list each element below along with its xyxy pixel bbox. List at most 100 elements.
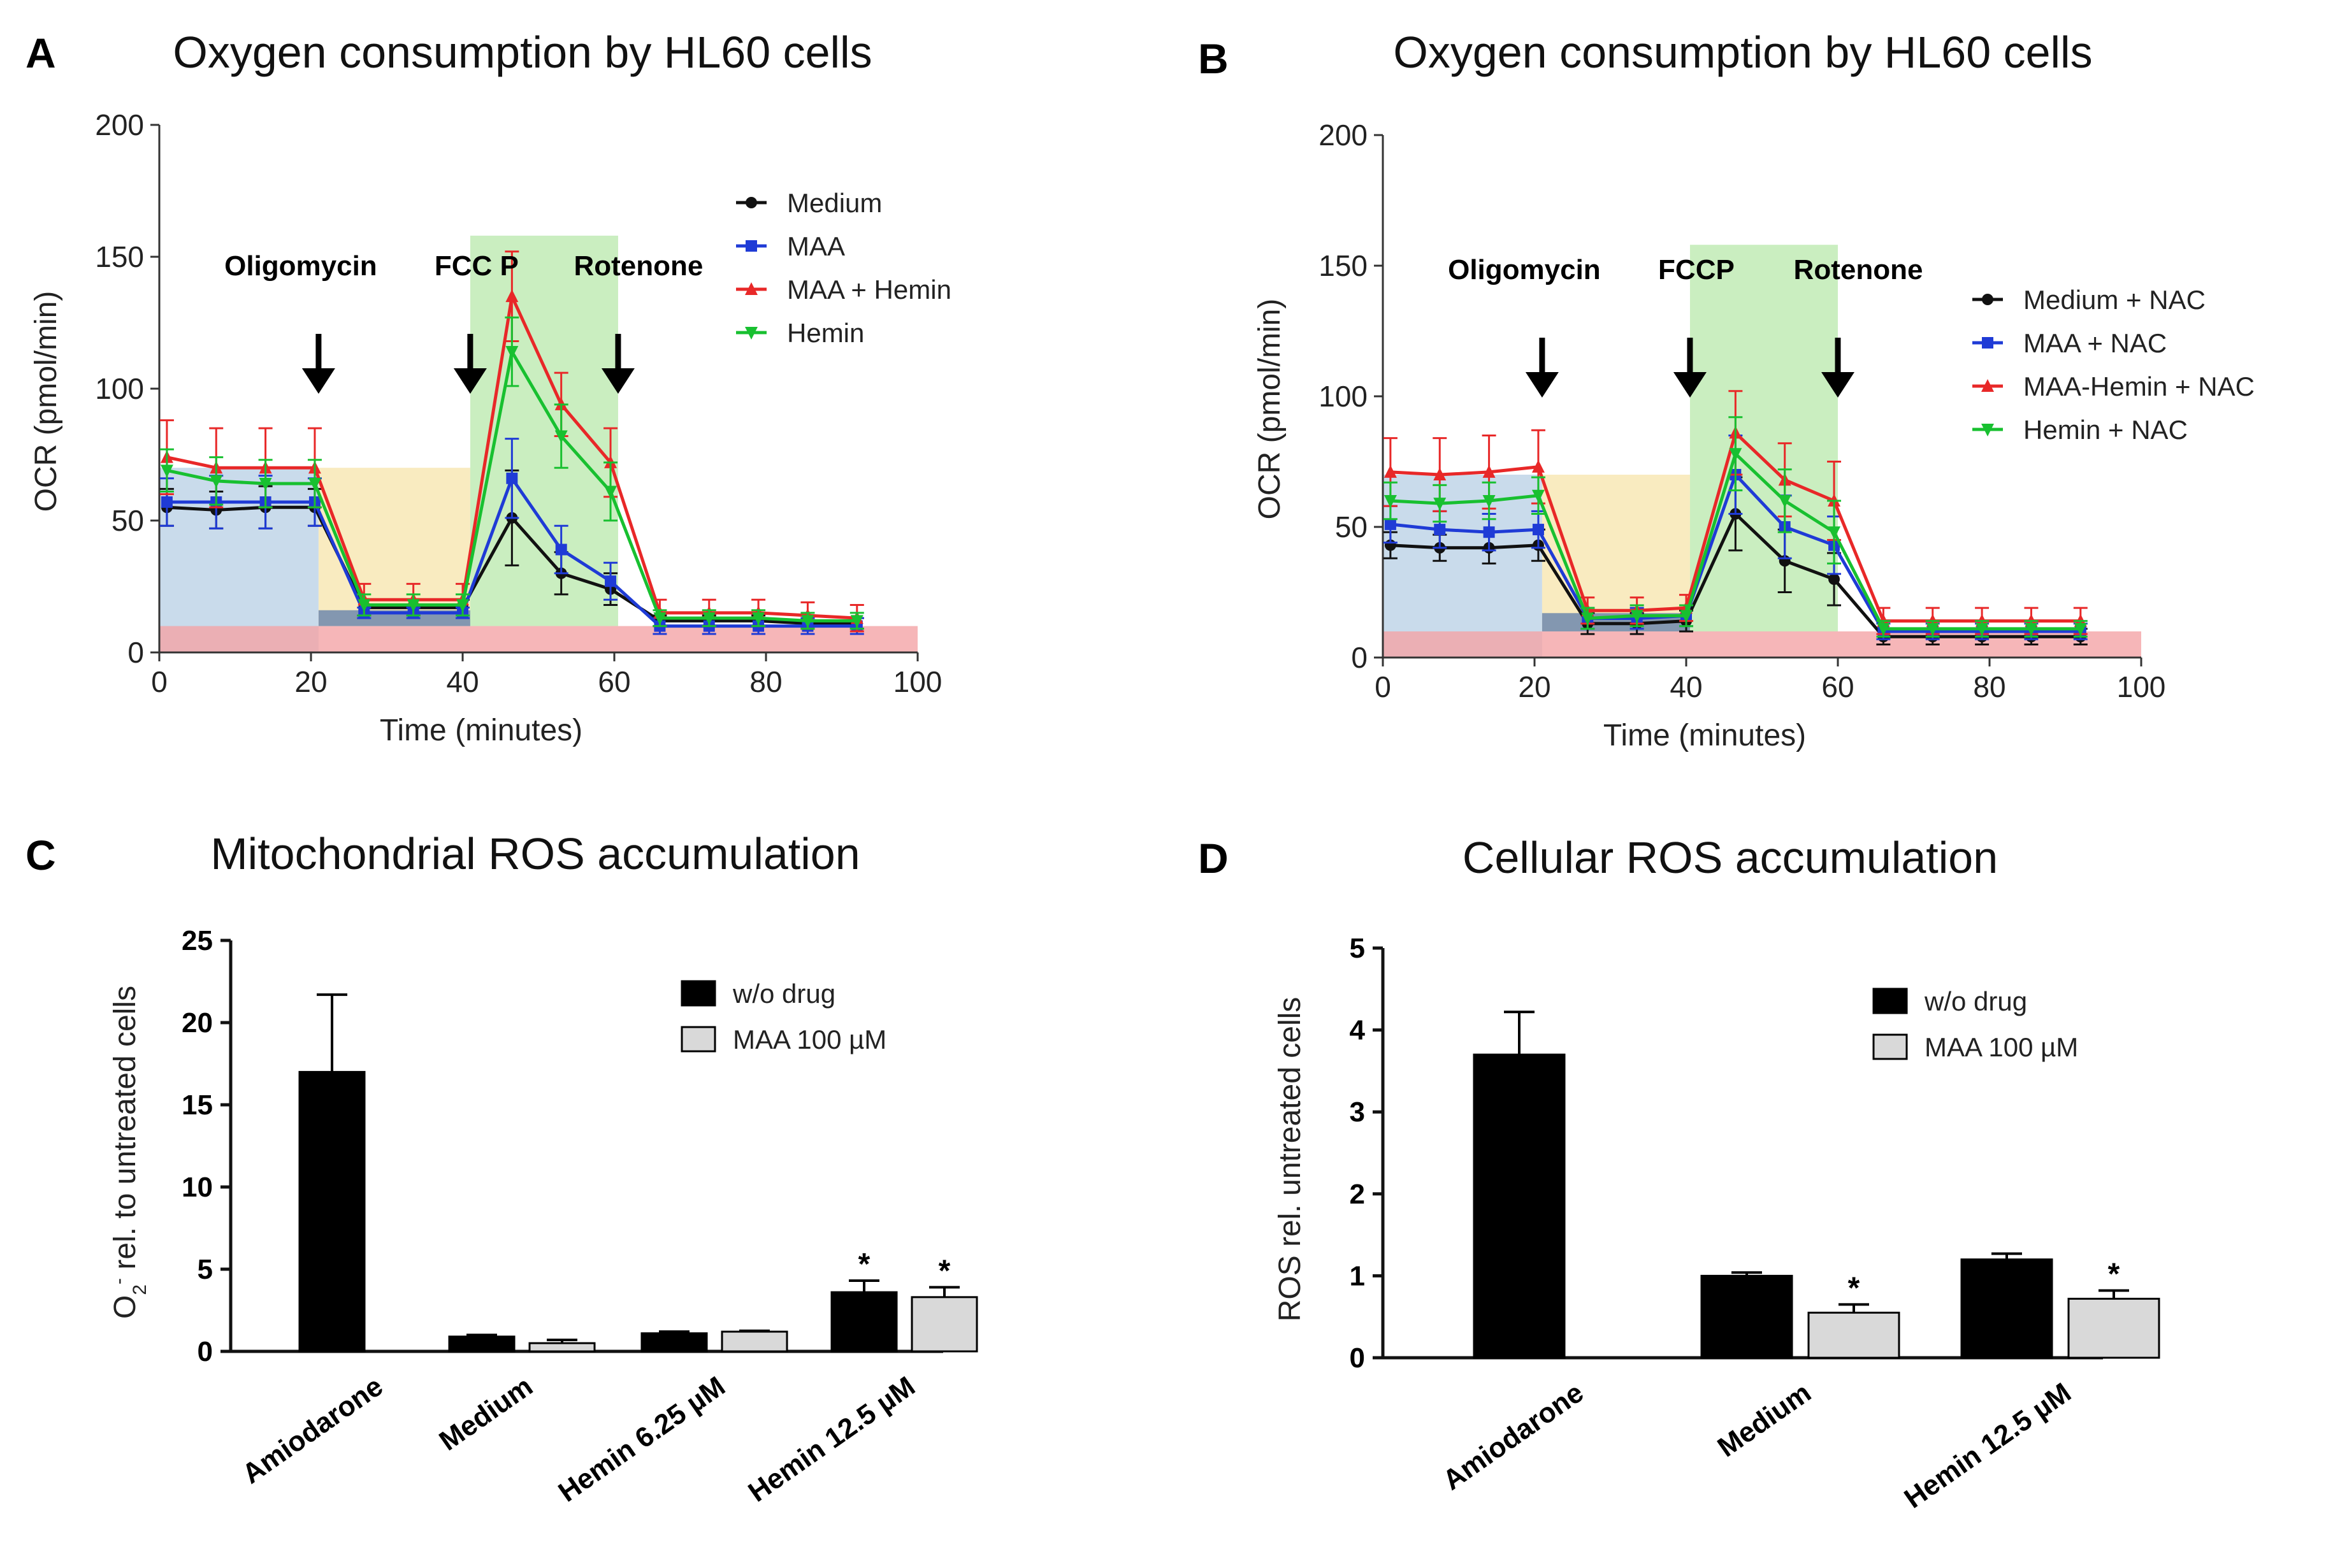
x-axis-label: Time (minutes) [380,714,582,747]
chart-title: Mitochondrial ROS accumulation [210,829,860,879]
x-tick-label: 0 [1375,670,1391,703]
data-point [702,612,716,626]
legend-item-maa-hemin-nac: MAA-Hemin + NAC [1972,371,2255,401]
x-tick-label: 20 [1518,670,1550,703]
y-tick-label: 0 [1351,641,1368,674]
data-point [2074,622,2087,636]
treatment-fcc-p: FCC P [435,250,519,394]
data-point [210,475,223,488]
bar-group-hemin-12-5-m: * * Hemin 12.5 µM [743,1248,978,1508]
shaded-region-basal [1383,475,1542,658]
arrow-down-icon [1673,372,1707,398]
treatment-oligomycin: Oligomycin [1448,254,1601,398]
legend-swatch [1872,1033,1908,1060]
bar-group-amiodarone: Amiodarone [236,993,389,1490]
chart-title: Oxygen consumption by HL60 cells [173,27,872,77]
bar-w-o-drug [448,1335,516,1353]
x-tick-label: 60 [598,665,630,698]
data-point [1482,495,1496,508]
data-point [1828,526,1841,540]
legend-marker [745,327,758,340]
data-point [2025,622,2038,636]
data-point [308,478,321,491]
bar-group-amiodarone: Amiodarone [1437,1011,1589,1496]
category-label: Amiodarone [1437,1377,1589,1496]
y-tick-label: 150 [1318,249,1368,282]
bar-group-hemin-12-5-m: * Hemin 12.5 µM [1899,1252,2160,1514]
treatment-label: FCC P [435,250,519,282]
ocr-chart-b: B Oxygen consumption by HL60 cells 0 20 40 60… [1198,27,2255,752]
treatment-label: Oligomycin [224,250,377,282]
panel-label-b: B [1198,35,1229,82]
bar-chart-d: D Cellular ROS accumulation 0 1 2 3 4 5 ROS rel.… [1198,833,2160,1514]
legend-item-maa-100-m: MAA 100 µM [1872,1032,2078,1062]
arrow-down-icon [1821,372,1854,398]
legend-swatch [681,980,716,1007]
legend-marker [1982,294,1993,305]
significance-star: * [858,1248,870,1281]
legend-item-maa-hemin: MAA + Hemin [736,275,951,305]
legend-item-hemin: Hemin [736,318,864,348]
y-tick-label: 0 [198,1336,213,1367]
data-point [1630,610,1643,623]
legend-label: Hemin + NAC [2023,415,2188,445]
x-tick-label: 60 [1821,670,1854,703]
data-point [801,615,814,628]
data-point [752,612,765,626]
series-hemin-nac [1383,416,2088,638]
y-tick-label: 15 [182,1090,213,1121]
arrow-down-icon [601,368,635,394]
category-label: Hemin 6.25 µM [553,1370,731,1508]
bar-w-o-drug [298,1070,366,1353]
y-axis-label-main: O [108,1295,142,1319]
legend-marker [746,240,757,252]
legend-item-w-o-drug: w/o drug [681,979,835,1009]
treatment-label: Rotenone [574,250,704,282]
data-point [161,496,173,508]
y-tick-label: 0 [1350,1342,1365,1374]
x-axis-label: Time (minutes) [1603,719,1806,752]
y-tick-label: 200 [95,108,144,141]
bar-chart-c: C Mitochondrial ROS accumulation 0 5 10 15 20 2… [25,829,978,1508]
bar-w-o-drug [1473,1053,1566,1359]
chart-title: Oxygen consumption by HL60 cells [1393,27,2092,77]
y-tick-label: 0 [127,636,144,669]
data-point [1531,459,1545,473]
legend-label: MAA 100 µM [733,1025,886,1054]
x-tick-label: 80 [1973,670,2005,703]
y-tick-label: 4 [1350,1015,1366,1046]
panel-label-a: A [25,29,56,76]
legend-swatch [681,1026,716,1053]
y-tick-label: 25 [182,925,213,956]
treatment-label: Oligomycin [1448,254,1601,285]
data-point [1434,524,1446,536]
y-tick-label: 100 [1318,380,1368,413]
legend-label: MAA 100 µM [1925,1032,2078,1062]
y-tick-label: 150 [95,240,144,273]
panel-label-c: C [25,831,56,879]
category-label: Hemin 12.5 µM [743,1370,921,1508]
y-tick-label: 20 [182,1007,213,1039]
data-point [555,543,567,556]
data-point [1877,622,1890,636]
x-tick-label: 20 [294,665,327,698]
data-point [1383,495,1397,508]
y-axis-label: OCR (pmol/min) [1253,299,1287,520]
legend-item-maa: MAA [736,231,845,261]
legend-marker [746,197,757,208]
y-tick-label: 10 [182,1172,213,1203]
legend-swatch [1872,988,1908,1014]
data-point [554,430,568,443]
data-point [1778,495,1791,508]
treatment-label: FCCP [1658,254,1735,285]
legend-marker [745,282,758,295]
data-point [259,478,272,491]
treatment-rotenone: Rotenone [574,250,704,394]
legend-label: MAA + Hemin [787,275,951,305]
y-axis-label: ROS rel. untreated cells [1273,997,1307,1322]
bar-w-o-drug [1960,1258,2053,1359]
data-point [1483,526,1495,538]
legend-item-medium-nac: Medium + NAC [1972,285,2206,315]
legend-item-hemin-nac: Hemin + NAC [1972,415,2188,445]
